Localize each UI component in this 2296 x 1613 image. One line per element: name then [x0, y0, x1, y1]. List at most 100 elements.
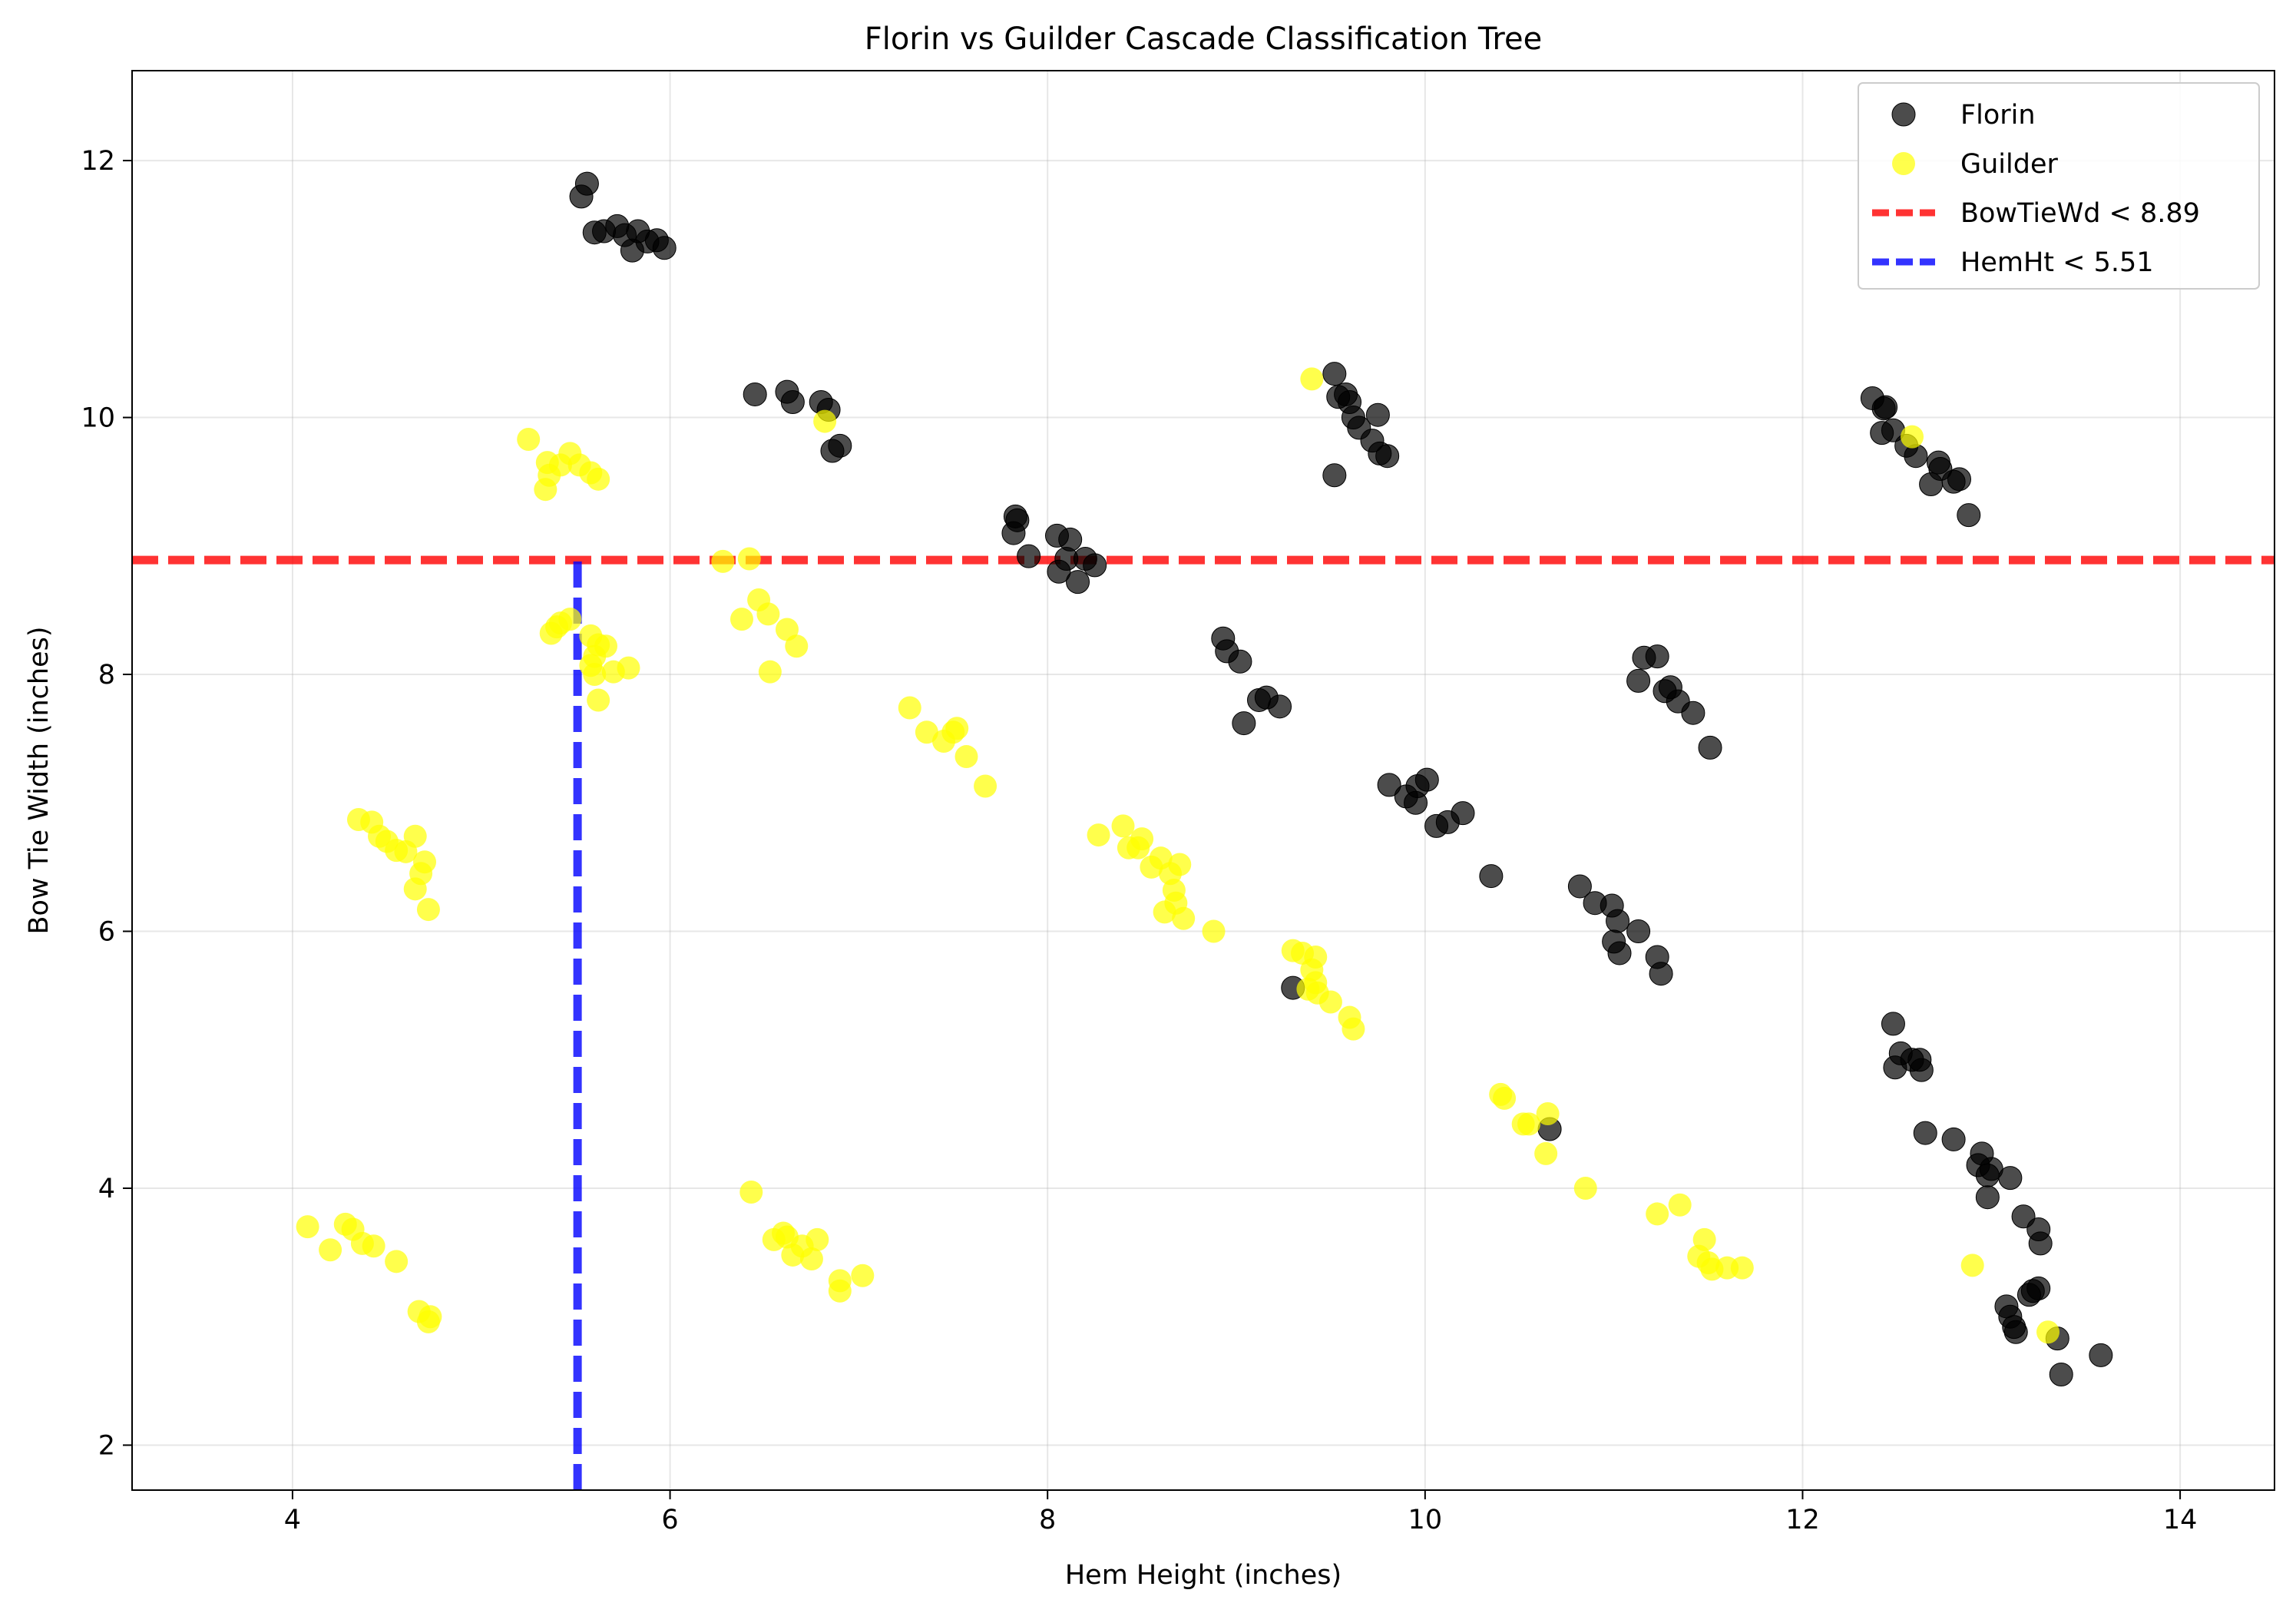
- reference-lines-layer: [132, 555, 2274, 1490]
- data-point-florin: [1698, 735, 1722, 760]
- data-point-guilder: [1493, 1086, 1517, 1110]
- data-point-florin: [1005, 508, 1030, 532]
- data-point-guilder: [558, 608, 582, 631]
- data-point-guilder: [898, 696, 921, 720]
- y-axis-label: Bow Tie Width (inches): [24, 626, 55, 934]
- data-point-florin: [1626, 668, 1651, 693]
- data-point-florin: [743, 382, 767, 406]
- data-point-florin: [2049, 1362, 2073, 1386]
- legend-label-bowtie-threshold: BowTieWd < 8.89: [1960, 198, 2200, 229]
- data-point-florin: [1322, 362, 1347, 386]
- data-point-florin: [652, 236, 677, 260]
- data-point-guilder: [385, 1250, 409, 1274]
- data-point-guilder: [1342, 1017, 1365, 1041]
- x-tick-label: 6: [661, 1505, 678, 1535]
- data-point-florin: [2089, 1343, 2113, 1367]
- data-point-guilder: [1172, 906, 1196, 930]
- data-point-florin: [1322, 463, 1347, 488]
- data-point-florin: [1414, 767, 1439, 792]
- legend-marker-guilder: [1892, 152, 1915, 175]
- data-point-florin: [1957, 503, 1981, 528]
- legend-marker-florin: [1891, 102, 1916, 127]
- data-point-florin: [1058, 527, 1083, 551]
- data-point-florin: [1975, 1185, 2000, 1210]
- data-point-florin: [1232, 711, 1256, 736]
- data-point-florin: [1904, 444, 1928, 469]
- data-point-guilder: [403, 877, 427, 901]
- data-point-florin: [1017, 544, 1041, 568]
- data-point-florin: [1649, 962, 1673, 986]
- data-point-florin: [1607, 941, 1632, 965]
- x-axis-label: Hem Height (inches): [1065, 1560, 1342, 1591]
- data-point-florin: [1567, 874, 1592, 899]
- data-point-florin: [1228, 649, 1252, 674]
- data-point-guilder: [775, 618, 799, 641]
- data-point-guilder: [1168, 853, 1192, 876]
- data-point-guilder: [583, 663, 607, 687]
- ticks-layer: 4 6 8 10 12 14 2 4 6 8 10 12: [81, 146, 2197, 1535]
- plot-frame: [131, 70, 2275, 1491]
- data-point-guilder: [799, 1247, 823, 1270]
- data-point-guilder: [1730, 1256, 1754, 1280]
- data-point-guilder: [915, 720, 938, 744]
- data-point-guilder: [534, 478, 557, 502]
- data-points-layer: [296, 171, 2113, 1386]
- data-point-guilder: [756, 602, 780, 626]
- data-point-guilder: [1296, 977, 1320, 1001]
- plot-area-background: [132, 71, 2274, 1490]
- data-point-guilder: [739, 1181, 763, 1204]
- data-point-guilder: [517, 427, 541, 451]
- data-point-guilder: [362, 1234, 385, 1258]
- data-point-guilder: [1960, 1254, 1984, 1277]
- data-point-florin: [1913, 1121, 1937, 1145]
- data-point-guilder: [954, 745, 978, 769]
- legend-label-florin: Florin: [1960, 100, 2036, 131]
- data-point-guilder: [587, 688, 610, 712]
- data-point-florin: [1645, 644, 1669, 669]
- data-point-florin: [1377, 773, 1401, 797]
- data-point-florin: [1268, 694, 1292, 719]
- data-point-guilder: [1692, 1227, 1716, 1251]
- y-tick-label: 10: [81, 403, 115, 434]
- legend-label-guilder: Guilder: [1960, 149, 2059, 180]
- data-point-florin: [1874, 395, 1898, 419]
- data-point-guilder: [1087, 823, 1110, 847]
- legend-frame: [1858, 82, 2260, 290]
- data-point-florin: [1375, 444, 1400, 469]
- data-point-florin: [1451, 801, 1475, 826]
- legend-label-hem-threshold: HemHt < 5.51: [1960, 247, 2154, 278]
- grid-layer: [132, 71, 2274, 1490]
- data-point-guilder: [403, 824, 427, 848]
- y-tick-label: 12: [81, 146, 115, 177]
- data-point-guilder: [1573, 1176, 1597, 1200]
- data-point-guilder: [711, 549, 735, 573]
- data-point-guilder: [1300, 367, 1324, 391]
- data-point-guilder: [729, 608, 753, 631]
- data-point-florin: [1909, 1058, 1934, 1082]
- data-point-guilder: [785, 634, 809, 658]
- data-point-florin: [828, 433, 852, 458]
- y-tick-label: 6: [98, 917, 115, 948]
- data-point-guilder: [737, 547, 761, 571]
- data-point-florin: [1941, 1127, 1966, 1151]
- data-point-guilder: [945, 717, 969, 740]
- data-point-guilder: [1318, 990, 1342, 1014]
- data-point-guilder: [806, 1227, 829, 1251]
- x-tick-label: 10: [1408, 1505, 1443, 1535]
- data-point-guilder: [319, 1238, 342, 1262]
- data-point-guilder: [851, 1264, 875, 1287]
- data-point-guilder: [828, 1279, 852, 1303]
- data-point-guilder: [296, 1215, 319, 1239]
- data-point-florin: [2026, 1276, 2051, 1300]
- data-point-guilder: [1901, 425, 1924, 449]
- data-point-florin: [1998, 1166, 2023, 1191]
- data-point-florin: [1365, 402, 1390, 427]
- data-point-florin: [780, 389, 805, 414]
- data-point-guilder: [813, 409, 837, 433]
- x-tick-label: 12: [1785, 1505, 1820, 1535]
- data-point-guilder: [1536, 1101, 1560, 1125]
- data-point-florin: [2003, 1320, 2028, 1344]
- x-tick-label: 8: [1039, 1505, 1056, 1535]
- data-point-guilder: [617, 656, 640, 680]
